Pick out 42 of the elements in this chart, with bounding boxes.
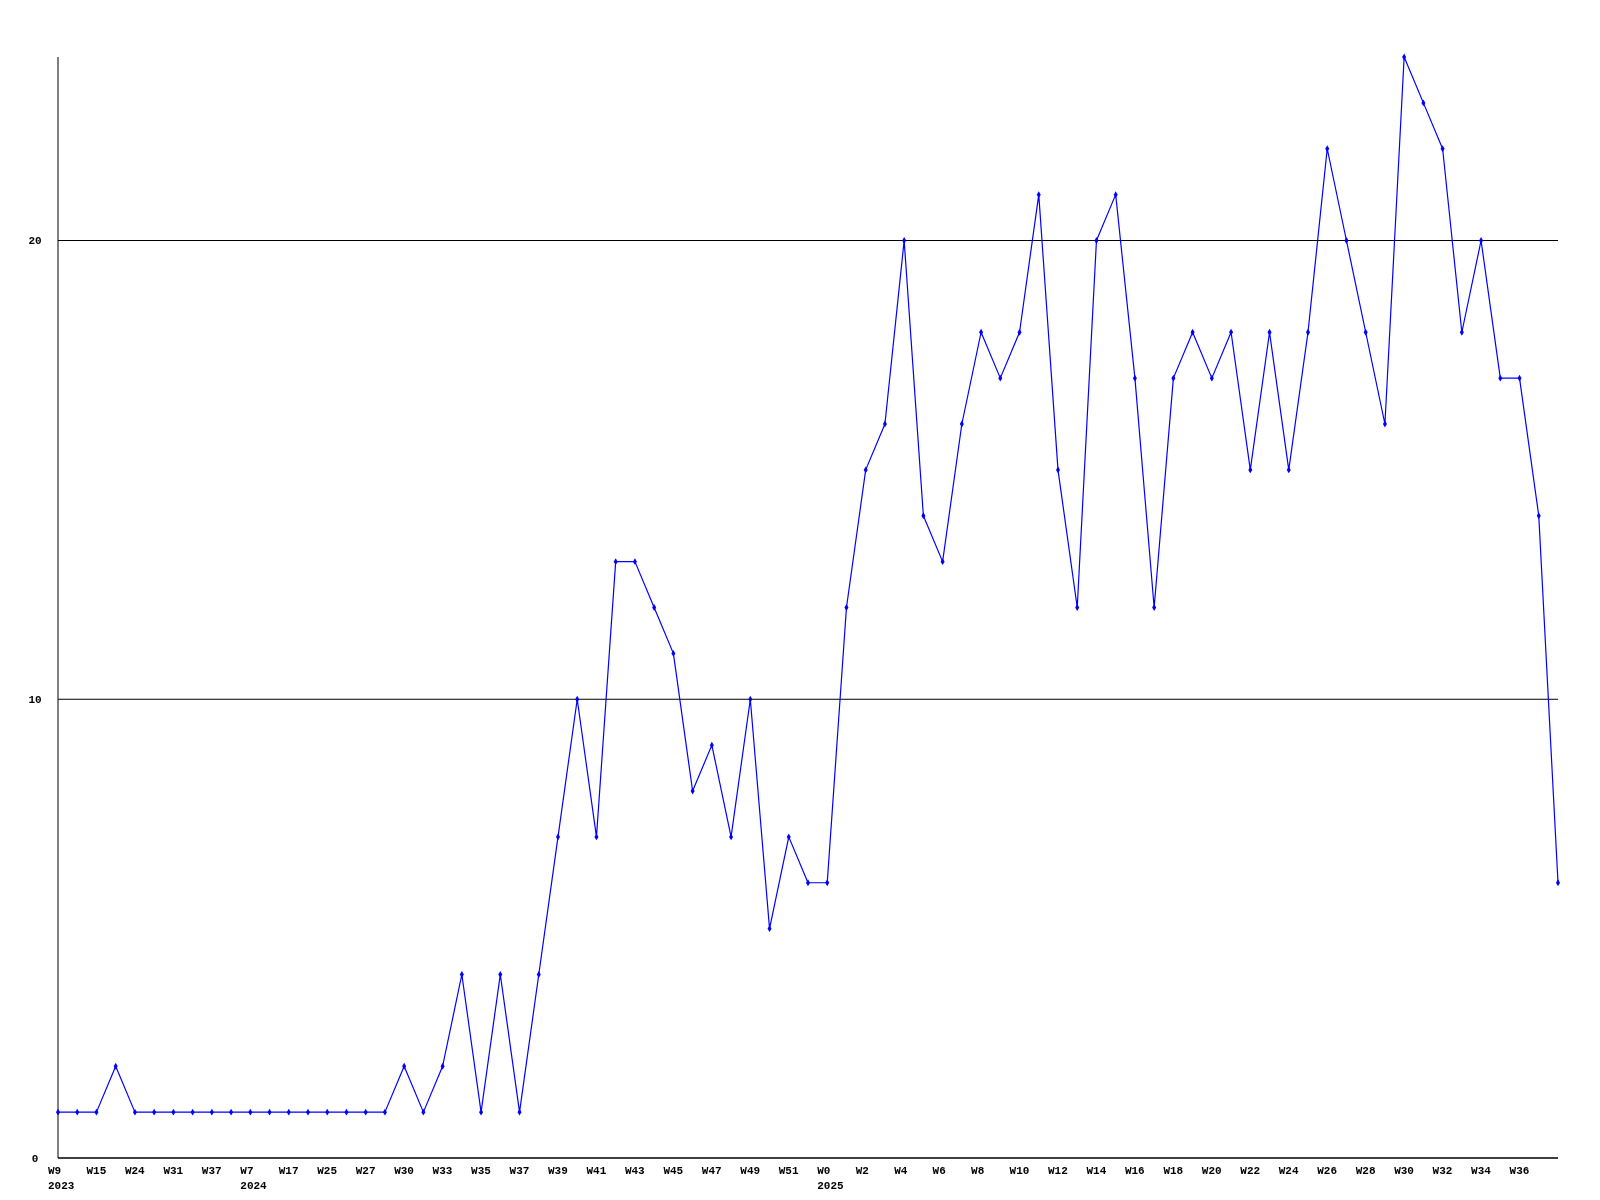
x-tick-label: W33 <box>432 1165 453 1177</box>
x-tick-label: W10 <box>1009 1165 1030 1177</box>
x-tick-label: W12 <box>1048 1165 1068 1177</box>
x-tick-label: W47 <box>701 1165 722 1177</box>
x-tick-label: W43 <box>624 1165 646 1177</box>
x-tick-label: W6 <box>932 1165 946 1177</box>
x-tick-label: W22 <box>1240 1165 1261 1177</box>
x-tick-label: W0 2025 <box>817 1165 845 1192</box>
x-tick-label: W31 <box>163 1165 184 1177</box>
x-tick-label: W18 <box>1163 1165 1184 1177</box>
x-tick-label: W30 <box>1394 1165 1414 1177</box>
x-tick-label: W32 <box>1432 1165 1453 1177</box>
x-tick-label: W7 2024 <box>240 1165 268 1192</box>
y-tick-label: 20 <box>28 235 42 248</box>
x-tick-label: W35 <box>471 1165 492 1177</box>
x-tick-label: W14 <box>1086 1165 1107 1177</box>
x-tick-label: W45 <box>663 1165 684 1177</box>
x-tick-label: W39 <box>548 1165 568 1177</box>
x-tick-label: W15 <box>86 1165 107 1177</box>
x-tick-label: W20 <box>1201 1165 1222 1177</box>
x-tick-label: W37 <box>509 1165 530 1177</box>
x-tick-label: W41 <box>586 1165 607 1177</box>
x-tick-label: W24 <box>1278 1165 1299 1177</box>
x-tick-label: W16 <box>1124 1165 1145 1177</box>
x-tick-label: W36 <box>1509 1165 1530 1177</box>
y-tick-label: 10 <box>28 694 42 707</box>
x-tick-label: W26 <box>1317 1165 1338 1177</box>
x-tick-label: W37 <box>201 1165 222 1177</box>
x-tick-label: W25 <box>317 1165 338 1177</box>
x-tick-label: W24 <box>124 1165 146 1177</box>
x-tick-label: W28 <box>1355 1165 1376 1177</box>
x-tick-label: W2 <box>855 1165 869 1177</box>
x-tick-label: W49 <box>740 1165 761 1177</box>
x-tick-label: W9 2023 <box>48 1165 75 1192</box>
x-tick-label: W8 <box>971 1165 985 1177</box>
x-tick-label: W27 <box>355 1165 376 1177</box>
x-tick-label: W17 <box>278 1165 299 1177</box>
x-tick-label: W51 <box>778 1165 799 1177</box>
x-tick-label: W34 <box>1471 1165 1492 1177</box>
x-tick-label: W30 <box>394 1165 414 1177</box>
x-tick-label: W4 <box>894 1165 908 1177</box>
y-tick-label: 0 <box>31 1152 39 1165</box>
